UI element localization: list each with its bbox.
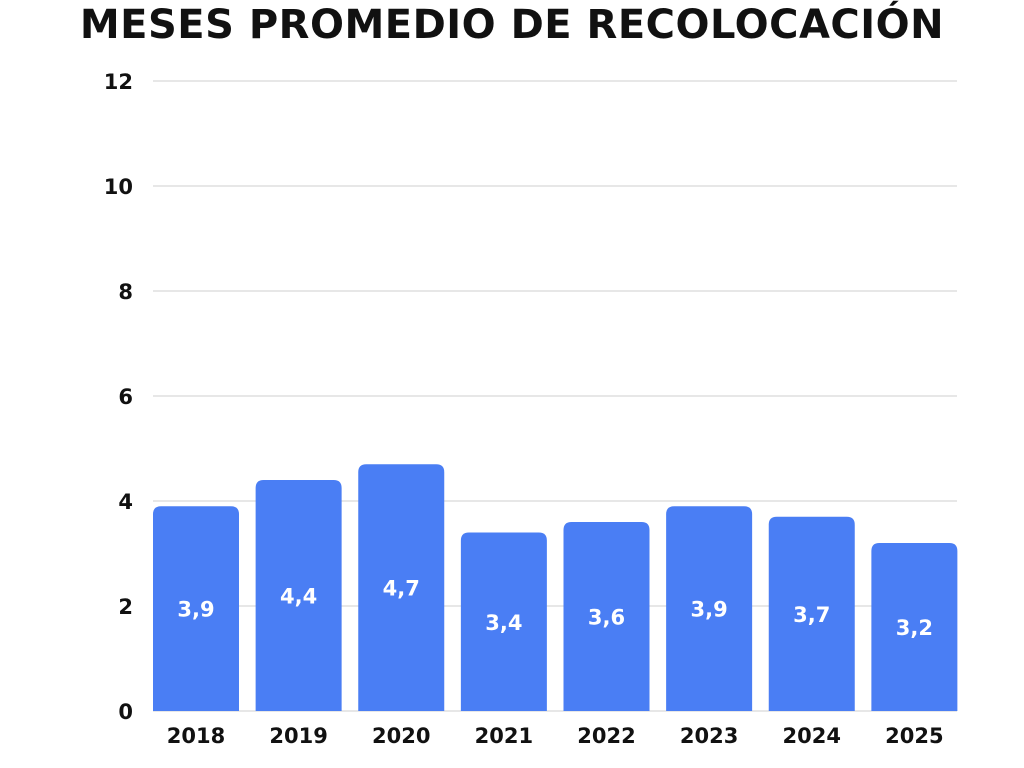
y-tick-label: 10: [104, 175, 133, 199]
x-tick-label: 2019: [269, 724, 327, 748]
x-tick-label: 2024: [783, 724, 841, 748]
x-tick-label: 2022: [577, 724, 635, 748]
data-label: 3,9: [691, 598, 728, 622]
bar-2021: [460, 532, 547, 711]
bar-2022: [563, 522, 650, 711]
bar-2020: [358, 464, 445, 711]
x-tick-label: 2021: [475, 724, 533, 748]
chart-title: MESES PROMEDIO DE RECOLOCACIÓN: [79, 2, 945, 48]
y-tick-label: 2: [118, 595, 133, 619]
data-label: 4,7: [383, 577, 420, 601]
y-tick-label: 8: [118, 280, 133, 304]
bar-2025: [871, 543, 958, 711]
y-tick-label: 0: [118, 700, 133, 724]
bar-2019: [255, 480, 342, 711]
x-tick-label: 2025: [885, 724, 943, 748]
bar-2023: [666, 506, 753, 711]
data-label: 3,7: [793, 603, 830, 627]
x-tick-label: 2018: [167, 724, 225, 748]
bar-2018: [153, 506, 239, 711]
data-label: 3,6: [588, 606, 625, 630]
data-label: 3,4: [485, 611, 522, 635]
y-tick-label: 4: [118, 490, 133, 514]
y-tick-label: 6: [118, 385, 133, 409]
y-tick-label: 12: [104, 70, 133, 94]
bar-2024: [768, 516, 855, 711]
data-label: 3,9: [177, 598, 214, 622]
x-tick-label: 2020: [372, 724, 430, 748]
data-label: 4,4: [280, 585, 317, 609]
data-label: 3,2: [896, 616, 933, 640]
x-tick-label: 2023: [680, 724, 738, 748]
